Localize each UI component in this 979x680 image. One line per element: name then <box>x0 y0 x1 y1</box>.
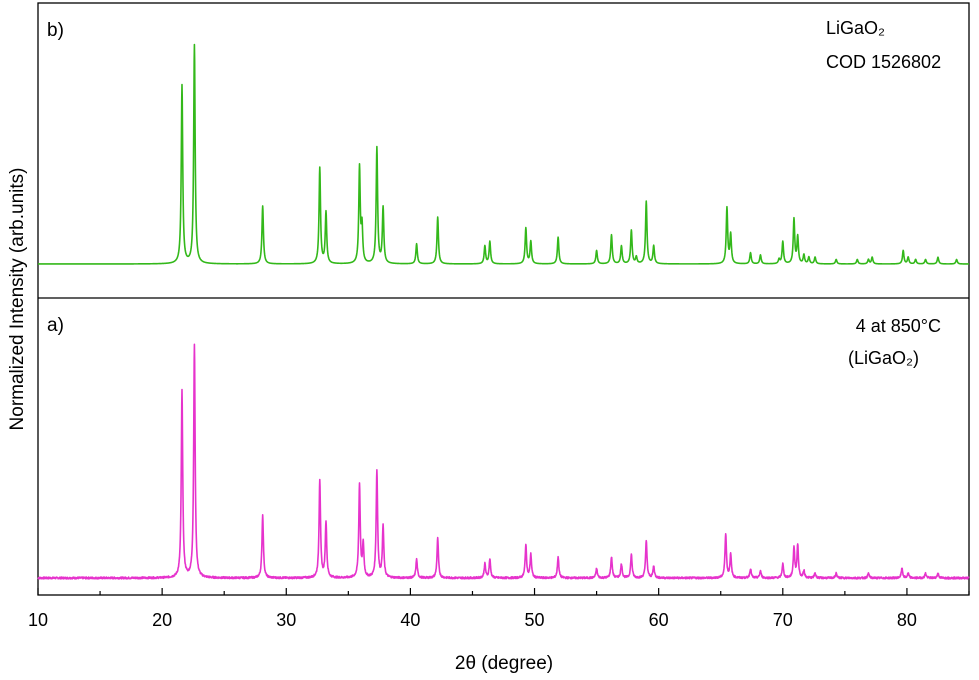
x-tick-label-60: 60 <box>649 610 669 630</box>
panel-label-a: a) <box>47 315 64 336</box>
annotation-a-line1: 4 at 850°C <box>856 316 941 336</box>
plot-frame <box>37 2 970 596</box>
x-axis-label: 2θ (degree) <box>455 653 553 674</box>
series-line-b <box>37 43 970 265</box>
annotation-b-line2: COD 1526802 <box>826 52 941 72</box>
x-tick-label-40: 40 <box>400 610 420 630</box>
x-tick-label-10: 10 <box>28 610 48 630</box>
annotation-b-line1: LiGaO₂ <box>826 18 885 38</box>
x-tick-label-30: 30 <box>276 610 296 630</box>
x-tick-label-80: 80 <box>897 610 917 630</box>
panel-label-b: b) <box>47 20 64 41</box>
x-axis-ticks: 10 20 30 40 50 60 70 80 <box>28 588 970 630</box>
series-layer <box>37 43 970 580</box>
x-tick-label-70: 70 <box>773 610 793 630</box>
series-line-a <box>37 343 970 580</box>
y-axis-label: Normalized Intensity (arb.units) <box>7 168 28 431</box>
x-tick-label-50: 50 <box>525 610 545 630</box>
annotation-a-line2: (LiGaO₂) <box>848 348 919 368</box>
x-tick-label-20: 20 <box>152 610 172 630</box>
